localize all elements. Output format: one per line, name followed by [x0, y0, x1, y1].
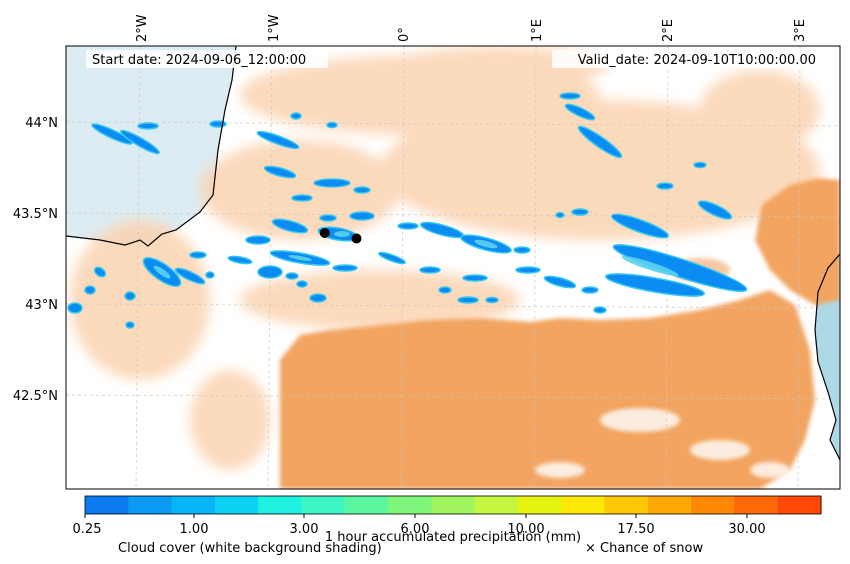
start-date-label: Start date: 2024-09-06_12:00:00 [92, 53, 306, 68]
mediterranean-coastline [814, 253, 840, 461]
location-marker-1[interactable] [319, 228, 330, 238]
eastern-cloud-mass [755, 178, 840, 305]
colorbar-tick-label: 6.00 [401, 522, 430, 537]
cloud-cover-label: Cloud cover (white background shading) [118, 541, 382, 556]
colorbar-segment [214, 496, 259, 514]
gridlines [66, 46, 840, 489]
colorbar-segment [561, 496, 606, 514]
lat-label: 43°N [25, 298, 58, 313]
longitude-labels: 2°W 1°W 0° 1°E 2°E 3°E [135, 14, 808, 42]
lat-label: 42.5°N [13, 389, 58, 404]
lon-label: 2°W [135, 14, 150, 42]
lon-label: 1°E [530, 19, 545, 42]
colorbar-ticks: 0.25 1.00 3.00 6.00 10.00 17.50 30.00 [73, 514, 766, 537]
colorbar-segment [344, 496, 389, 514]
lat-label: 43.5°N [13, 207, 58, 222]
lon-label: 0° [397, 27, 412, 42]
atlantic-coastline [66, 46, 237, 247]
location-marker-2[interactable] [351, 233, 362, 244]
colorbar-tick-label: 17.50 [617, 522, 654, 537]
map-panel: Start date: 2024-09-06_12:00:00 Valid_da… [66, 46, 840, 489]
colorbar-tick-label: 0.25 [73, 522, 102, 537]
valid-date-label: Valid_date: 2024-09-10T10:00:00.00 [578, 53, 816, 68]
location-markers [319, 228, 362, 244]
colorbar-segment [474, 496, 519, 514]
coastlines [66, 46, 840, 461]
colorbar-segment [647, 496, 692, 514]
mediterranean-sea [815, 254, 840, 460]
map-frame [65, 45, 841, 490]
colorbar-tick-label: 10.00 [507, 522, 544, 537]
colorbar-tick-label: 3.00 [290, 522, 319, 537]
lon-label: 2°E [661, 19, 676, 42]
colorbar-tick-label: 1.00 [180, 522, 209, 537]
snow-chance-label: × Chance of snow [585, 541, 703, 556]
colorbar-segment [171, 496, 216, 514]
lon-label: 1°W [267, 14, 282, 42]
colorbar-segment [85, 496, 129, 514]
colorbar-segment [517, 496, 562, 514]
colorbar-segments [85, 496, 822, 514]
colorbar-segment [777, 496, 822, 514]
colorbar-segment [431, 496, 476, 514]
colorbar-segment [128, 496, 173, 514]
colorbar-title: 1 hour accumulated precipitation (mm) [325, 530, 581, 545]
colorbar-segment [301, 496, 346, 514]
colorbar-tick-label: 30.00 [728, 522, 765, 537]
southern-cloud-mass [280, 290, 815, 489]
lat-label: 44°N [25, 116, 58, 131]
colorbar-frame [84, 495, 822, 515]
date-labels: Start date: 2024-09-06_12:00:00 Valid_da… [86, 50, 822, 68]
colorbar-segment [604, 496, 649, 514]
colorbar-segment [258, 496, 303, 514]
colorbar: 0.25 1.00 3.00 6.00 10.00 17.50 30.00 1 … [73, 495, 822, 556]
colorbar-segment [691, 496, 736, 514]
precipitation-areas [67, 92, 748, 329]
colorbar-segment [734, 496, 779, 514]
lon-label: 3°E [793, 19, 808, 42]
latitude-labels: 44°N 43.5°N 43°N 42.5°N [13, 116, 58, 404]
colorbar-segment [388, 496, 432, 514]
